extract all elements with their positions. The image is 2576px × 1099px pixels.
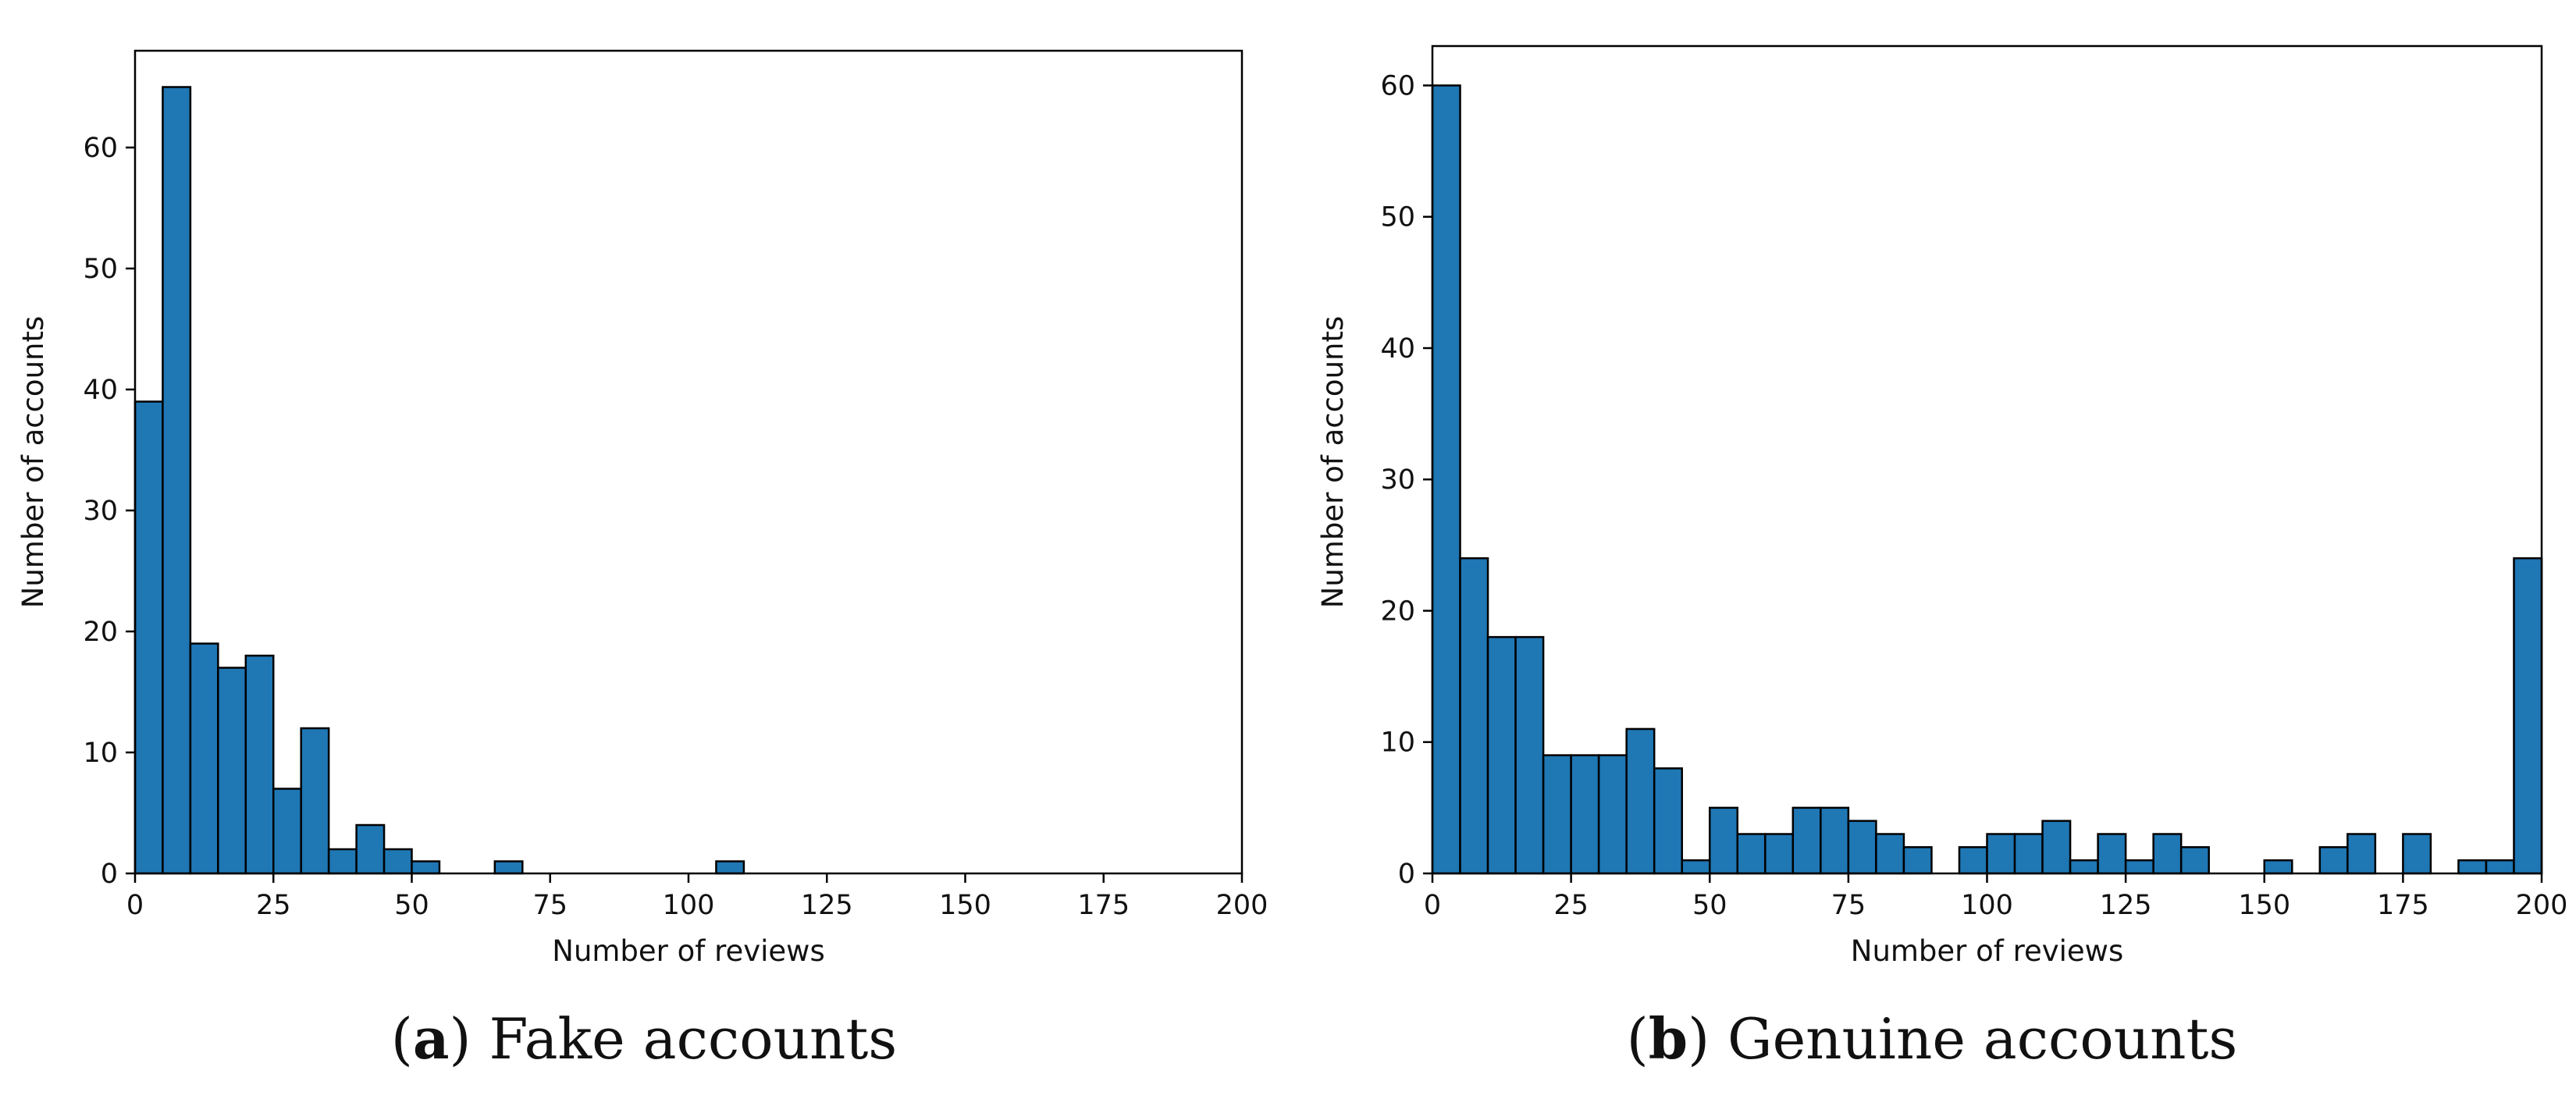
bar-a-9: [382, 848, 413, 875]
bar-b-0: [1431, 84, 1461, 875]
x-tick-label-a-0: 0: [126, 890, 144, 921]
bar-a-1: [162, 86, 192, 875]
bar-b-3: [1514, 635, 1545, 875]
bar-a-13: [493, 860, 524, 875]
y-tick-label-b-30: 30: [1380, 464, 1415, 496]
x-tick-label-b-175: 175: [2377, 890, 2429, 921]
y-tick-label-b-50: 50: [1380, 202, 1415, 233]
bar-b-12: [1764, 833, 1795, 875]
y-tick-label-a-20: 20: [83, 617, 118, 648]
bar-b-27: [2179, 846, 2210, 875]
caption-b-text: Genuine accounts: [1727, 1006, 2238, 1072]
bar-a-10: [411, 860, 441, 875]
bar-b-26: [2152, 833, 2183, 875]
y-tick-label-b-10: 10: [1380, 727, 1415, 759]
bar-b-1: [1459, 557, 1489, 875]
bar-b-38: [2485, 859, 2515, 875]
bar-b-20: [1986, 833, 2016, 875]
bar-b-15: [1847, 820, 1877, 875]
y-tick-label-a-50: 50: [83, 254, 118, 285]
bar-b-10: [1709, 806, 1739, 875]
bar-b-39: [2513, 557, 2543, 875]
caption-a-letter: a: [412, 1005, 450, 1072]
bar-b-4: [1542, 754, 1572, 875]
bar-b-14: [1820, 806, 1850, 875]
bar-b-30: [2263, 859, 2293, 875]
x-tick-label-a-25: 25: [256, 890, 291, 921]
x-tick-label-b-150: 150: [2238, 890, 2290, 921]
bar-b-16: [1875, 833, 1905, 875]
bar-b-9: [1681, 859, 1711, 875]
bar-b-37: [2457, 859, 2488, 875]
x-tick-label-b-200: 200: [2516, 890, 2568, 921]
caption-b-letter: b: [1648, 1005, 1688, 1072]
bar-a-3: [217, 667, 247, 875]
bar-b-19: [1958, 846, 1988, 875]
y-tick-label-a-30: 30: [83, 496, 118, 527]
bar-b-8: [1653, 767, 1683, 875]
bar-b-17: [1902, 846, 1933, 875]
y-tick-label-b-40: 40: [1380, 333, 1415, 365]
bar-b-13: [1791, 806, 1822, 875]
x-tick-label-a-175: 175: [1077, 890, 1130, 921]
bar-a-8: [355, 823, 386, 875]
y-tick-label-b-0: 0: [1398, 859, 1415, 890]
y-tick-label-a-0: 0: [101, 859, 118, 890]
bar-a-2: [189, 642, 219, 875]
bar-a-7: [327, 848, 358, 875]
histogram-fake-accounts: 0 25 50 75 100 125 150 175 200 0 10 20 30 40 50 60 Numbe…: [16, 49, 1268, 968]
bar-b-22: [2041, 820, 2072, 875]
x-axis-label-b: Number of reviews: [1851, 934, 2123, 968]
x-tick-label-a-50: 50: [394, 890, 429, 921]
panel-fake-accounts: 0 25 50 75 100 125 150 175 200 0 10 20 30 40 50 60 Numbe…: [16, 49, 1268, 1072]
bar-b-6: [1597, 754, 1628, 875]
bar-a-5: [272, 788, 302, 875]
bar-b-32: [2318, 846, 2349, 875]
bar-b-35: [2402, 833, 2432, 875]
bar-b-5: [1570, 754, 1600, 875]
panel-genuine-accounts: 0 25 50 75 100 125 150 175 200 0 10 20 30 40 50 60 Numbe…: [1288, 0, 2576, 1099]
bar-b-7: [1625, 727, 1656, 875]
caption-a: (a) Fake accounts: [390, 1005, 898, 1072]
x-tick-label-b-25: 25: [1553, 890, 1589, 921]
bar-a-4: [244, 654, 275, 875]
bar-b-2: [1486, 635, 1517, 875]
y-tick-label-a-10: 10: [83, 738, 118, 769]
x-tick-label-b-50: 50: [1692, 890, 1727, 921]
caption-b: (b) Genuine accounts: [1626, 1005, 2238, 1072]
bar-b-25: [2124, 859, 2154, 875]
bar-b-24: [2097, 833, 2127, 875]
x-tick-label-a-150: 150: [939, 890, 991, 921]
x-tick-label-b-125: 125: [2100, 890, 2152, 921]
x-tick-label-b-0: 0: [1424, 890, 1441, 921]
caption-a-text: Fake accounts: [489, 1006, 898, 1072]
bar-b-21: [2013, 833, 2044, 875]
y-axis-label-b: Number of accounts: [1316, 316, 1350, 609]
y-tick-label-a-40: 40: [83, 375, 118, 406]
bar-b-23: [2069, 859, 2099, 875]
y-axis-label-a: Number of accounts: [16, 316, 50, 609]
bar-a-21: [715, 860, 745, 875]
bar-a-6: [300, 727, 330, 875]
x-tick-label-b-100: 100: [1961, 890, 2013, 921]
bar-b-11: [1736, 833, 1767, 875]
bar-a-0: [133, 400, 164, 875]
y-tick-label-b-60: 60: [1380, 70, 1415, 101]
x-tick-label-a-125: 125: [801, 890, 853, 921]
x-axis-label-a: Number of reviews: [552, 934, 824, 968]
x-tick-label-a-100: 100: [663, 890, 715, 921]
plot-frame-b: [1431, 44, 2543, 875]
x-tick-label-a-75: 75: [532, 890, 568, 921]
histogram-genuine-accounts: 0 25 50 75 100 125 150 175 200 0 10 20 30 40 50 60 Numbe…: [1316, 44, 2568, 968]
x-tick-label-b-75: 75: [1831, 890, 1866, 921]
x-tick-label-a-200: 200: [1216, 890, 1268, 921]
y-tick-label-b-20: 20: [1380, 596, 1415, 627]
bar-b-33: [2347, 833, 2377, 875]
y-tick-label-a-60: 60: [83, 133, 118, 164]
